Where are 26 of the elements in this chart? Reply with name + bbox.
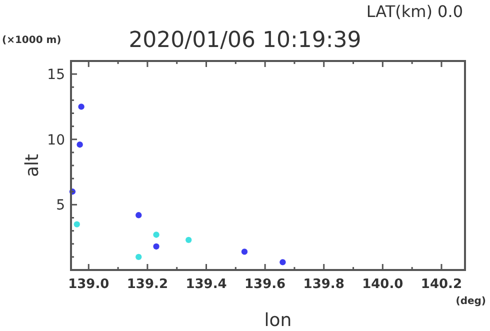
x-tick-label: 139.6 — [244, 277, 286, 292]
point — [76, 142, 83, 148]
point — [74, 221, 80, 228]
y-tick-label: 10 — [47, 132, 65, 148]
point — [153, 243, 160, 250]
text: (×1000 m) — [2, 35, 62, 46]
text: (deg) — [456, 296, 486, 307]
y-axis-title: alt — [22, 154, 43, 178]
point — [186, 236, 192, 244]
y-tick-label: 15 — [47, 67, 65, 84]
x-tick-label: 139.0 — [68, 277, 110, 292]
point — [136, 212, 142, 218]
x-tick-label: 139.4 — [186, 277, 227, 292]
point — [280, 259, 286, 266]
x-tick-label: 140.2 — [420, 277, 462, 292]
point — [78, 104, 84, 110]
point — [241, 248, 248, 255]
chart-title: 2020/01/06 10:19:39 — [128, 28, 362, 53]
y-tick-label: 5 — [56, 198, 65, 214]
chart-subtitle: LAT(km) 0.0 — [366, 2, 463, 21]
point — [153, 232, 160, 238]
x-tick-label: 140.0 — [362, 277, 404, 292]
point — [136, 254, 142, 260]
x-tick-label: 139.2 — [126, 277, 168, 292]
x-axis-title: lon — [264, 310, 292, 331]
x-tick-label: 139.8 — [303, 277, 344, 292]
